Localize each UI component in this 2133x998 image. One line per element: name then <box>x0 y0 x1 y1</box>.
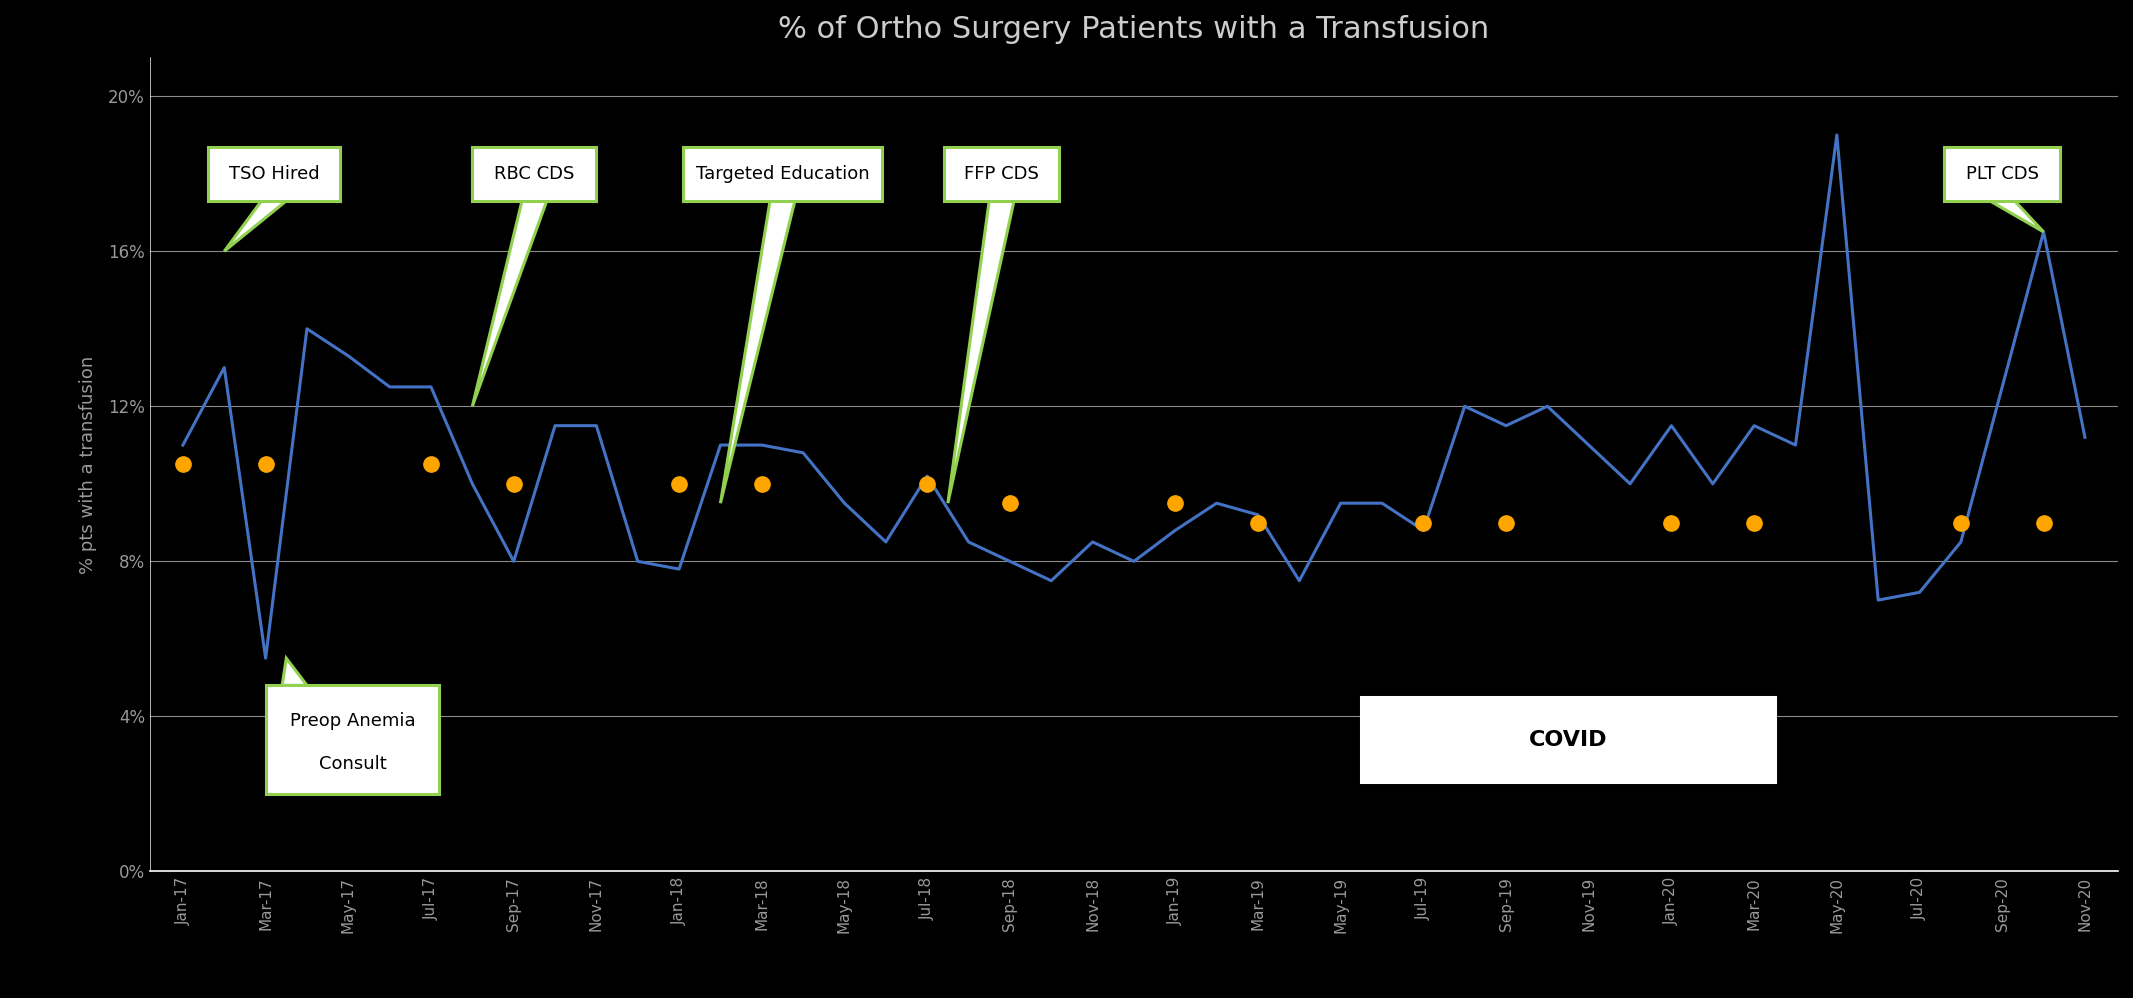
Polygon shape <box>471 201 546 406</box>
Text: TSO Hired: TSO Hired <box>228 165 320 183</box>
FancyBboxPatch shape <box>267 686 439 793</box>
Text: COVID: COVID <box>1529 730 1608 749</box>
Text: Targeted Education: Targeted Education <box>695 165 870 183</box>
Text: Consult: Consult <box>318 754 386 772</box>
Polygon shape <box>282 659 307 686</box>
FancyBboxPatch shape <box>943 147 1060 201</box>
Text: Preop Anemia: Preop Anemia <box>290 713 416 731</box>
Polygon shape <box>224 201 286 251</box>
FancyBboxPatch shape <box>1361 697 1775 782</box>
Polygon shape <box>1990 201 2043 232</box>
FancyBboxPatch shape <box>683 147 881 201</box>
Text: FFP CDS: FFP CDS <box>964 165 1039 183</box>
FancyBboxPatch shape <box>471 147 597 201</box>
Text: PLT CDS: PLT CDS <box>1967 165 2039 183</box>
Polygon shape <box>721 201 796 503</box>
Text: RBC CDS: RBC CDS <box>495 165 574 183</box>
FancyBboxPatch shape <box>1945 147 2060 201</box>
Y-axis label: % pts with a transfusion: % pts with a transfusion <box>79 355 96 574</box>
FancyBboxPatch shape <box>207 147 339 201</box>
Polygon shape <box>947 201 1013 503</box>
Title: % of Ortho Surgery Patients with a Transfusion: % of Ortho Surgery Patients with a Trans… <box>779 15 1489 44</box>
